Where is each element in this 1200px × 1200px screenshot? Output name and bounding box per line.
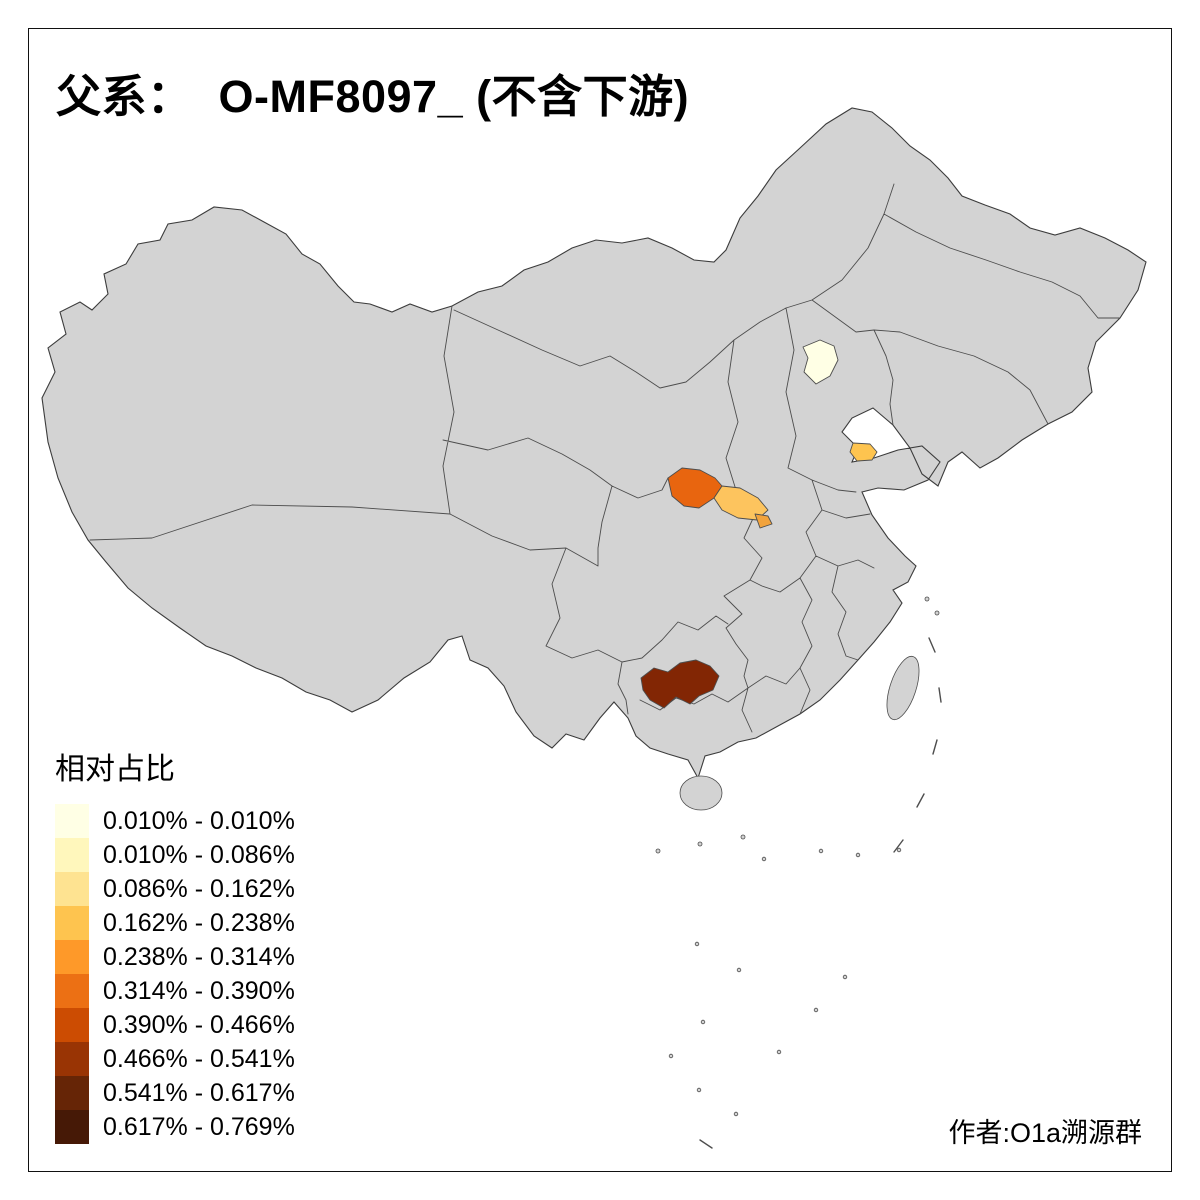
taiwan-island: [886, 655, 920, 721]
legend-label: 0.086% - 0.162%: [103, 875, 295, 903]
legend-swatch: [55, 1008, 89, 1042]
sea-boundary-dashes: [699, 637, 942, 1149]
legend: 相对占比 0.010% - 0.010% 0.010% - 0.086% 0.0…: [55, 744, 295, 1144]
hainan-island: [679, 775, 723, 811]
legend-item: 0.390% - 0.466%: [55, 1008, 295, 1042]
region-shaanxi-south-small: [754, 513, 773, 529]
legend-item: 0.010% - 0.010%: [55, 804, 295, 838]
legend-item: 0.010% - 0.086%: [55, 838, 295, 872]
legend-title: 相对占比: [55, 753, 175, 786]
legend-swatch: [55, 838, 89, 872]
legend-swatch: [55, 872, 89, 906]
legend-item: 0.162% - 0.238%: [55, 906, 295, 940]
china-mainland-outline: [41, 107, 1147, 780]
legend-label: 0.238% - 0.314%: [103, 943, 295, 971]
legend-label: 0.541% - 0.617%: [103, 1079, 295, 1107]
legend-swatch: [55, 974, 89, 1008]
legend-item: 0.466% - 0.541%: [55, 1042, 295, 1076]
legend-swatch: [55, 1076, 89, 1110]
legend-item: 0.541% - 0.617%: [55, 1076, 295, 1110]
legend-items: 0.010% - 0.010% 0.010% - 0.086% 0.086% -…: [55, 804, 295, 1144]
legend-label: 0.314% - 0.390%: [103, 977, 295, 1005]
legend-swatch: [55, 940, 89, 974]
region-beijing: [802, 339, 839, 385]
legend-item: 0.238% - 0.314%: [55, 940, 295, 974]
legend-item: 0.086% - 0.162%: [55, 872, 295, 906]
page-title: 父系： O-MF8097_ (不含下游): [56, 71, 690, 122]
legend-label: 0.466% - 0.541%: [103, 1045, 295, 1073]
province-borders: [89, 183, 1121, 733]
small-islands: [655, 596, 940, 1117]
legend-swatch: [55, 1110, 89, 1144]
legend-swatch: [55, 804, 89, 838]
legend-item: 0.617% - 0.769%: [55, 1110, 295, 1144]
author-credit: 作者:O1a溯源群: [948, 1118, 1142, 1148]
legend-label: 0.010% - 0.086%: [103, 841, 295, 869]
region-shandong-spot: [849, 442, 878, 462]
legend-swatch: [55, 1042, 89, 1076]
legend-swatch: [55, 906, 89, 940]
legend-label: 0.162% - 0.238%: [103, 909, 295, 937]
legend-label: 0.617% - 0.769%: [103, 1113, 295, 1141]
legend-label: 0.010% - 0.010%: [103, 807, 295, 835]
legend-label: 0.390% - 0.466%: [103, 1011, 295, 1039]
region-guizhou: [640, 659, 720, 709]
legend-item: 0.314% - 0.390%: [55, 974, 295, 1008]
